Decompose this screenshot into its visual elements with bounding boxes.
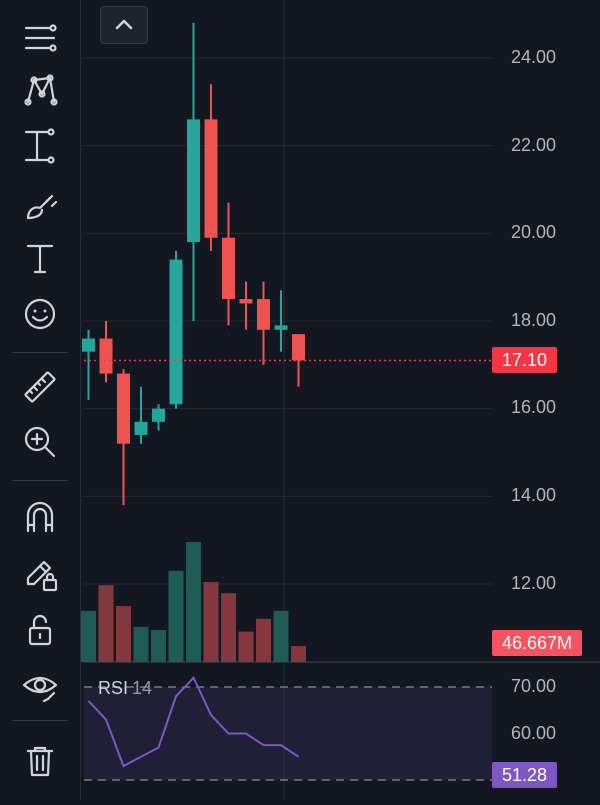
pencil-lock-tool[interactable] bbox=[16, 550, 64, 598]
price-axis-label: 14.00 bbox=[510, 485, 556, 505]
drawing-pattern-tool[interactable] bbox=[16, 66, 64, 114]
eye-tool[interactable] bbox=[16, 661, 64, 709]
volume-bar bbox=[151, 630, 166, 662]
volume-bar bbox=[238, 631, 254, 662]
toolbar-separator bbox=[12, 352, 68, 353]
volume-bar bbox=[98, 585, 114, 662]
volume-bar bbox=[221, 593, 236, 662]
brush-tool[interactable] bbox=[16, 182, 64, 230]
drawing-pattern-icon bbox=[24, 74, 58, 106]
price-axis-label: 18.00 bbox=[510, 310, 556, 330]
candle-body bbox=[134, 421, 148, 435]
candle-body bbox=[257, 299, 270, 330]
rsi-length: 14 bbox=[132, 678, 153, 698]
last-price-badge: 17.10 bbox=[492, 347, 558, 373]
volume-bar bbox=[186, 542, 201, 662]
zoom-in-icon bbox=[24, 426, 56, 458]
price-axis-label: 20.00 bbox=[510, 222, 556, 242]
ruler-tool[interactable] bbox=[16, 363, 64, 411]
magnet-icon bbox=[26, 501, 54, 533]
unlock-tool[interactable] bbox=[16, 606, 64, 654]
zoom-in-tool[interactable] bbox=[16, 418, 64, 466]
price-axis-label: 16.00 bbox=[510, 397, 556, 417]
volume-bar bbox=[133, 626, 149, 662]
rsi-line bbox=[87, 675, 300, 768]
collapse-button[interactable] bbox=[100, 6, 148, 44]
toolbar-separator bbox=[12, 480, 68, 481]
candle-body bbox=[82, 338, 95, 352]
toolbar-separator bbox=[12, 720, 68, 721]
left-toolbar bbox=[0, 0, 81, 800]
volume-bar bbox=[291, 646, 306, 662]
text-tool-icon bbox=[26, 244, 54, 274]
rsi-value-badge: 51.28 bbox=[492, 762, 558, 788]
menu-lines-tool[interactable] bbox=[16, 14, 64, 62]
rsi-name: RSI bbox=[98, 678, 129, 698]
volume-bar bbox=[81, 610, 96, 662]
volume-bar bbox=[256, 618, 271, 662]
candle-body bbox=[152, 408, 165, 422]
candle-body bbox=[292, 334, 305, 361]
volume-bar bbox=[116, 606, 131, 662]
volume-bar bbox=[273, 610, 289, 662]
candle-body bbox=[222, 237, 235, 300]
menu-lines-icon bbox=[24, 24, 57, 52]
volume-bar bbox=[168, 570, 184, 662]
candle-body bbox=[99, 338, 113, 374]
candle-body bbox=[239, 299, 253, 304]
candle-body bbox=[169, 259, 183, 405]
eye-icon bbox=[22, 676, 58, 703]
rsi-title[interactable]: RSI 14 bbox=[98, 678, 152, 699]
pencil-lock-icon bbox=[26, 560, 58, 592]
magnet-tool[interactable] bbox=[16, 493, 64, 541]
unlock-icon bbox=[28, 614, 52, 646]
price-axis-label: 24.00 bbox=[510, 47, 556, 67]
volume-bar bbox=[203, 582, 219, 662]
volume-badge: 46.667M bbox=[492, 630, 583, 656]
measure-vertical-tool[interactable] bbox=[16, 122, 64, 170]
text-tool-tool[interactable] bbox=[16, 234, 64, 282]
price-axis-label: 22.00 bbox=[510, 135, 556, 155]
candle-body bbox=[204, 119, 218, 238]
measure-vertical-icon bbox=[24, 128, 55, 164]
price-axis-label: 12.00 bbox=[510, 573, 556, 593]
ruler-icon bbox=[24, 371, 56, 403]
candle-body bbox=[274, 325, 288, 330]
trash-tool[interactable] bbox=[16, 737, 64, 785]
brush-icon bbox=[26, 194, 58, 220]
rsi-axis-label: 70.00 bbox=[510, 676, 556, 696]
trash-icon bbox=[26, 746, 54, 777]
rsi-axis-label: 60.00 bbox=[510, 723, 556, 743]
candle-body bbox=[187, 119, 200, 243]
emoji-tool[interactable] bbox=[16, 290, 64, 338]
candle-body bbox=[117, 373, 130, 444]
emoji-icon bbox=[24, 298, 56, 330]
rsi-band-fill bbox=[84, 687, 492, 780]
chevron-up-icon bbox=[115, 19, 133, 30]
